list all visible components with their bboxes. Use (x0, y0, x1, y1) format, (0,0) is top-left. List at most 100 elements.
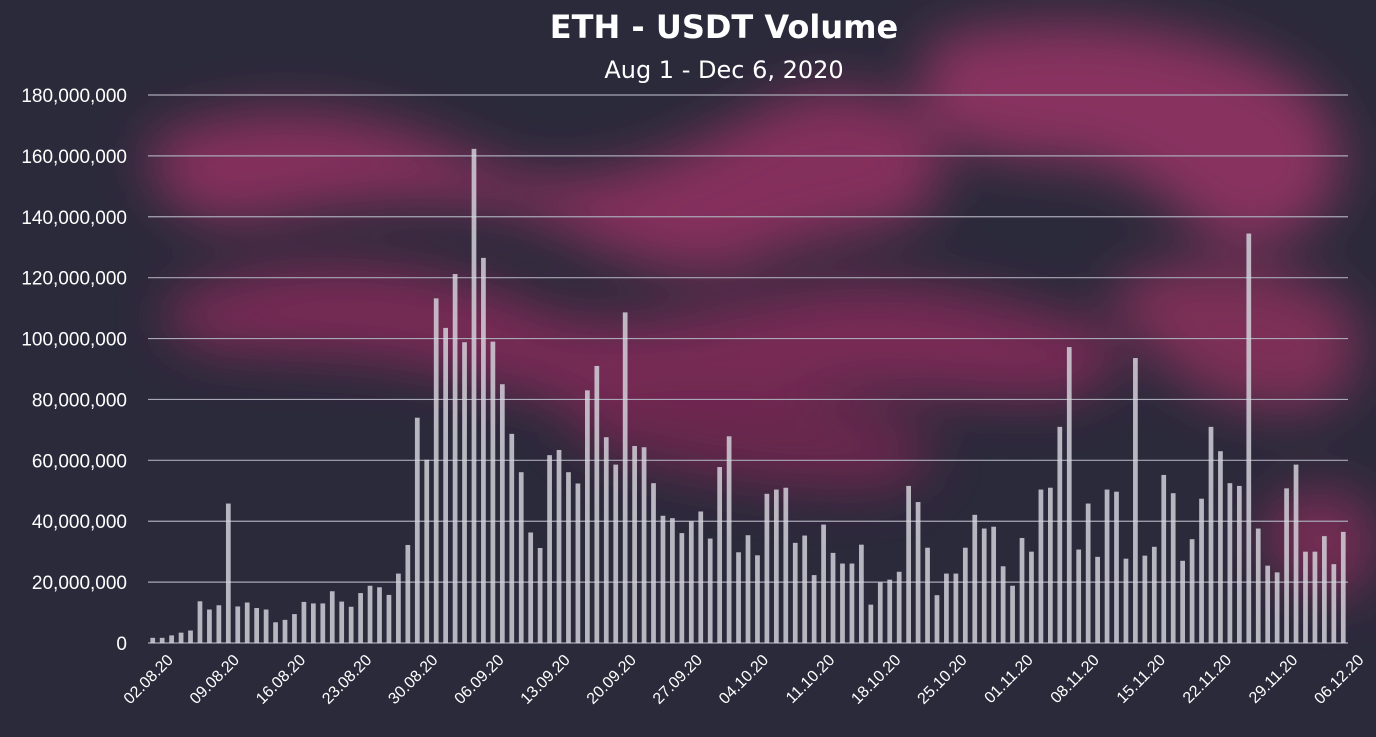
bar (792, 542, 798, 643)
bar (1199, 498, 1204, 643)
y-tick-label: 80,000,000 (32, 390, 127, 411)
bar (868, 604, 874, 643)
x-tick-label: 18.10.20 (848, 652, 904, 708)
bar (925, 547, 930, 643)
bar (1151, 546, 1157, 643)
chart-title: ETH - USDT Volume (550, 8, 898, 46)
bar (292, 614, 297, 643)
bar (547, 455, 552, 643)
bar (1255, 528, 1261, 643)
bar (1000, 566, 1006, 643)
bar (178, 632, 184, 643)
bar (1170, 493, 1176, 643)
bar (962, 547, 968, 643)
x-axis: 02.08.20 09.08.20 16.08.20 23.08.20 30.08.20… (121, 652, 1368, 708)
bar (1274, 572, 1280, 643)
bar (537, 548, 543, 643)
x-tick-label: 06.12.20 (1311, 652, 1367, 708)
bar (896, 571, 902, 643)
bar (1322, 536, 1327, 643)
bar (1085, 503, 1091, 643)
bar (1161, 474, 1167, 643)
bar (830, 552, 836, 643)
bar (1331, 564, 1337, 643)
bar (953, 573, 959, 643)
bar (197, 601, 203, 643)
bar (906, 485, 911, 643)
bar (386, 594, 392, 643)
bar (282, 619, 288, 643)
bar (263, 609, 269, 643)
y-tick-label: 40,000,000 (32, 512, 127, 533)
bar (169, 635, 174, 643)
y-tick-label: 180,000,000 (21, 86, 127, 107)
bar (877, 582, 883, 643)
bar (1104, 489, 1110, 643)
bar (1123, 558, 1129, 643)
bar (235, 606, 241, 643)
bar (556, 449, 562, 643)
x-tick-label: 13.09.20 (518, 652, 574, 708)
bar (764, 493, 770, 643)
y-tick-label: 60,000,000 (32, 451, 127, 472)
bar (1057, 426, 1063, 643)
bar (405, 544, 411, 643)
bar (518, 472, 524, 643)
bar (1066, 347, 1072, 643)
bar (452, 274, 458, 643)
bar (594, 365, 600, 643)
bar (339, 601, 345, 643)
bar (1095, 556, 1100, 643)
bar (207, 609, 212, 643)
bar (651, 483, 656, 643)
bar (433, 298, 439, 643)
x-tick-label: 11.10.20 (783, 652, 838, 707)
y-tick-label: 160,000,000 (21, 147, 127, 168)
bar (1189, 539, 1195, 643)
x-tick-label: 20.09.20 (584, 652, 640, 708)
bar (150, 637, 156, 643)
bar (367, 585, 373, 643)
x-tick-label: 29.11.20 (1246, 652, 1301, 707)
bar (641, 447, 647, 643)
x-tick-label: 02.08.20 (121, 652, 177, 708)
y-tick-label: 0 (116, 634, 127, 655)
bar (1010, 585, 1015, 643)
bar (1340, 531, 1346, 643)
bar (934, 595, 940, 643)
gridlines (148, 94, 1348, 644)
bar (585, 390, 590, 643)
x-tick-label: 27.09.20 (650, 652, 706, 708)
bar (1293, 464, 1299, 643)
bar (1218, 451, 1223, 643)
bar (981, 528, 987, 643)
x-tick-label: 16.08.20 (253, 652, 309, 708)
bar (348, 606, 354, 643)
bar (414, 417, 420, 643)
bar (1048, 487, 1053, 643)
bar (1236, 485, 1242, 643)
x-tick-label: 08.11.20 (1048, 652, 1103, 707)
x-tick-label: 25.10.20 (915, 652, 971, 708)
x-tick-label: 04.10.20 (716, 652, 772, 708)
bar (1019, 537, 1025, 643)
bar (329, 591, 335, 643)
bar (188, 630, 193, 643)
bar (1246, 233, 1252, 643)
bar (566, 472, 571, 643)
bar (1133, 358, 1138, 643)
bar (1180, 560, 1186, 643)
bar (1029, 551, 1034, 643)
bar (632, 446, 637, 643)
bar (670, 518, 675, 643)
x-tick-label: 01.11.20 (982, 652, 1037, 707)
bar (736, 552, 741, 643)
bar (377, 587, 382, 643)
bar (310, 603, 316, 643)
bar (528, 532, 534, 643)
bar (991, 526, 997, 643)
bar (773, 489, 779, 643)
y-tick-label: 120,000,000 (21, 269, 127, 290)
